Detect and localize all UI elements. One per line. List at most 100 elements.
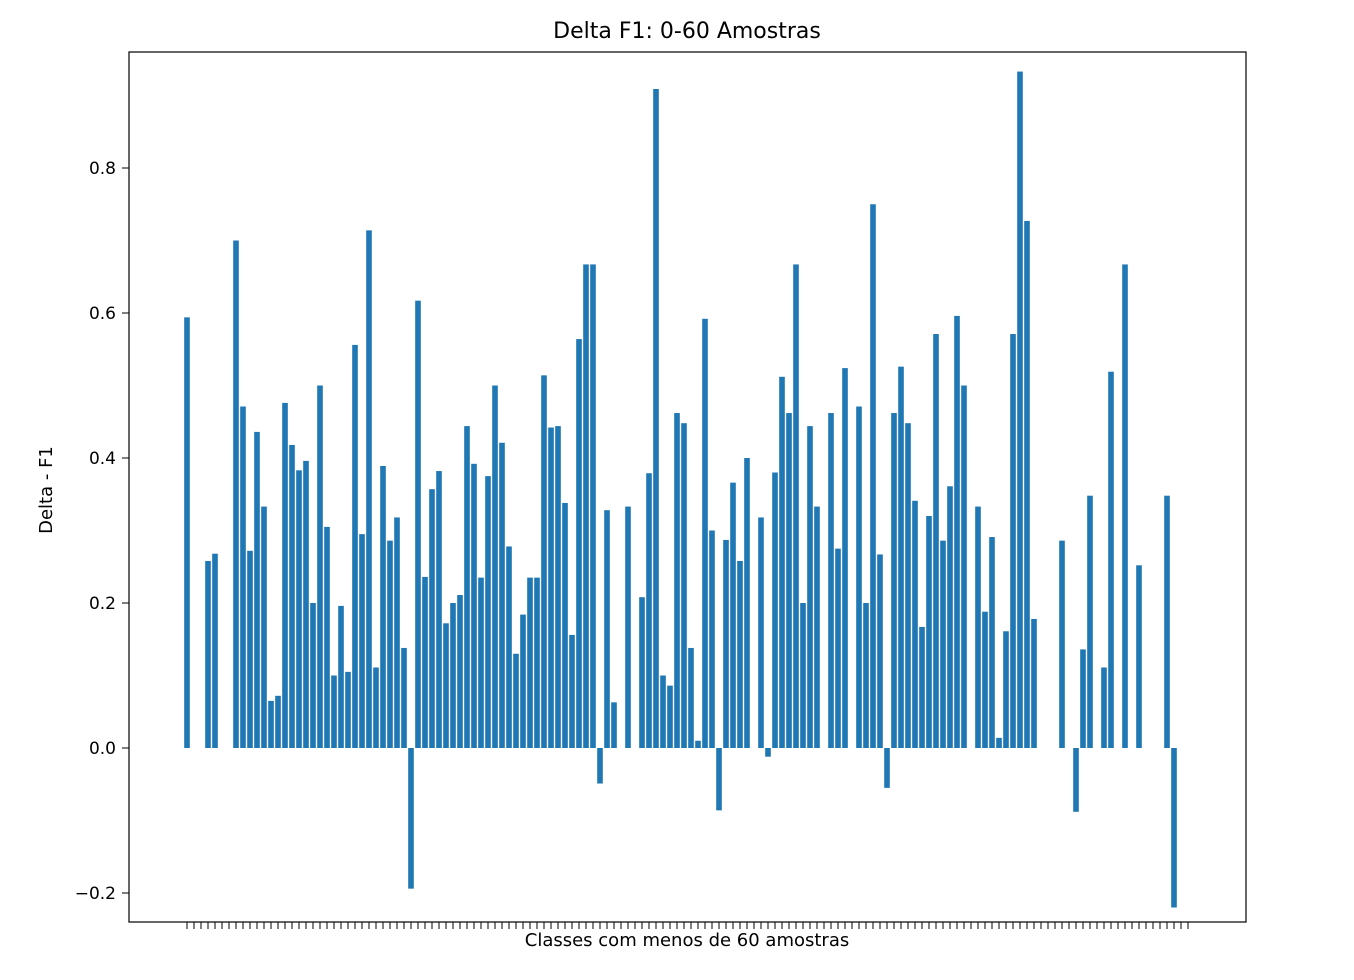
- bar: [583, 264, 589, 748]
- bar: [562, 502, 568, 748]
- bar: [828, 413, 834, 748]
- bar: [1059, 540, 1065, 748]
- bar: [744, 458, 750, 748]
- bar: [576, 339, 582, 748]
- bar: [905, 423, 911, 748]
- bar: [1171, 748, 1177, 908]
- bar: [261, 506, 267, 748]
- bar: [548, 427, 554, 748]
- bar: [1164, 495, 1170, 748]
- bar: [912, 500, 918, 748]
- bar: [919, 626, 925, 748]
- bar: [877, 554, 883, 748]
- bar: [814, 506, 820, 748]
- bar: [338, 605, 344, 748]
- bar: [1010, 334, 1016, 748]
- bar: [387, 540, 393, 748]
- bar: [597, 748, 603, 784]
- bar: [296, 470, 302, 748]
- bar: [933, 334, 939, 748]
- bar: [674, 413, 680, 748]
- bar: [534, 577, 540, 749]
- bar: [254, 431, 260, 748]
- bar: [702, 318, 708, 748]
- bar: [408, 748, 414, 889]
- bar: [513, 653, 519, 748]
- bar: [660, 675, 666, 748]
- bar: [611, 702, 617, 748]
- bar: [730, 482, 736, 748]
- chart-title: Delta F1: 0-60 Amostras: [553, 19, 821, 44]
- bar: [401, 647, 407, 748]
- bar: [394, 517, 400, 748]
- bar: [863, 603, 869, 748]
- y-tick-label: 0.0: [89, 739, 116, 759]
- bar: [723, 539, 729, 748]
- bar: [807, 426, 813, 748]
- x-axis-ticks: [186, 922, 1189, 929]
- bar: [1073, 748, 1079, 812]
- bar: [415, 300, 421, 748]
- bar: [1108, 371, 1114, 748]
- bar: [856, 406, 862, 748]
- bar: [737, 560, 743, 748]
- bar: [926, 516, 932, 748]
- plot-frame: [128, 51, 1247, 923]
- bar: [989, 537, 995, 748]
- y-tick-label: 0.6: [89, 304, 116, 324]
- bar: [1087, 495, 1093, 748]
- bar: [464, 426, 470, 748]
- x-axis-label: Classes com menos de 60 amostras: [525, 930, 850, 951]
- bar: [954, 315, 960, 748]
- bar: [772, 472, 778, 748]
- bar: [485, 476, 491, 748]
- bar: [324, 526, 330, 749]
- bar: [275, 695, 281, 748]
- bar: [870, 204, 876, 748]
- bar: [569, 634, 575, 748]
- bar: [996, 737, 1002, 748]
- bar: [653, 88, 659, 749]
- bar: [625, 506, 631, 748]
- bar: [961, 385, 967, 748]
- bar: [1031, 618, 1037, 748]
- y-tick-label: 0.4: [89, 449, 116, 469]
- bar: [317, 385, 323, 748]
- bar: [205, 560, 211, 748]
- y-axis-ticks: −0.2 0.0 0.2 0.4 0.6 0.8: [75, 159, 129, 904]
- bar: [590, 264, 596, 748]
- bar: [471, 463, 477, 748]
- bar: [884, 748, 890, 788]
- bar: [429, 489, 435, 748]
- bar: [898, 366, 904, 748]
- bar: [436, 471, 442, 748]
- bar: [422, 576, 428, 748]
- bar: [212, 553, 218, 748]
- bar: [604, 510, 610, 748]
- bar: [303, 460, 309, 748]
- bar: [765, 748, 771, 757]
- bar: [352, 344, 358, 748]
- bar: [716, 748, 722, 811]
- bar: [779, 376, 785, 748]
- bar: [478, 577, 484, 749]
- bar: [555, 426, 561, 748]
- bar: [247, 550, 253, 748]
- bar: [380, 465, 386, 748]
- bar: [1080, 649, 1086, 748]
- bar: [1003, 631, 1009, 748]
- bar: [541, 375, 547, 748]
- bar: [793, 264, 799, 748]
- bar: [667, 685, 673, 748]
- bar: [695, 740, 701, 748]
- bar: [1024, 220, 1030, 748]
- bar: [1017, 71, 1023, 748]
- bar: [947, 486, 953, 748]
- bar: [940, 540, 946, 748]
- bar: [233, 240, 239, 748]
- bar: [709, 530, 715, 748]
- bar: [786, 413, 792, 748]
- bar: [331, 675, 337, 748]
- bar: [366, 230, 372, 749]
- bar: [639, 597, 645, 748]
